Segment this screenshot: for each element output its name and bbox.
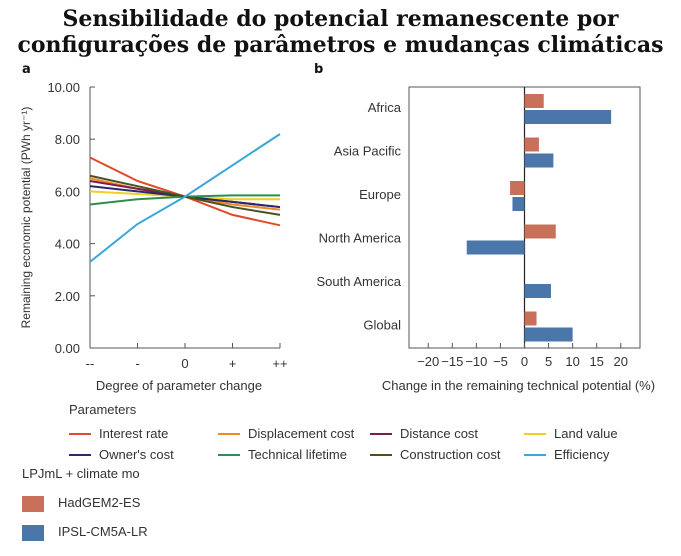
panel-b-x-tick-label: −10	[465, 354, 487, 369]
legend-line-efficiency	[524, 453, 546, 456]
legend-line-interest-rate	[69, 432, 91, 435]
panel-b-category-label: Europe	[359, 187, 401, 202]
legend-line-land-value	[524, 432, 546, 435]
legend-line-distance-cost	[370, 432, 392, 435]
panel-a-x-tick-label: --	[86, 356, 95, 371]
panel-b-x-tick-label: −15	[441, 354, 463, 369]
panel-a-x-tick-label: +	[229, 356, 237, 371]
bar-hadgem2-es-north-america	[524, 224, 556, 239]
panel-b-category-label: North America	[319, 231, 402, 246]
legend-label: Technical lifetime	[248, 447, 347, 462]
legend-label: Interest rate	[99, 426, 169, 441]
series-line-efficiency	[89, 133, 281, 263]
legend-item-hadgem2-es: HadGEM2-ES	[22, 495, 141, 512]
bar-hadgem2-es-global	[524, 311, 537, 326]
series-line-interest-rate	[89, 156, 281, 227]
model-legend-title: LPJmL + climate mo	[22, 466, 140, 481]
panel-a-y-tick-label: 2.00	[55, 289, 80, 304]
legend-label: Construction cost	[400, 447, 501, 462]
legend-item-construction-cost: Construction cost	[370, 447, 500, 463]
parameters-legend-title: Parameters	[69, 402, 137, 417]
bar-ipsl-cm5a-lr-europe	[512, 197, 525, 211]
legend-item-interest-rate: Interest rate	[69, 426, 168, 442]
legend-swatch-ipsl-cm5a-lr	[22, 524, 44, 541]
legend-item-displacement-cost: Displacement cost	[218, 426, 354, 442]
panel-b-x-axis-label: Change in the remaining technical potent…	[382, 378, 655, 393]
panel-b-bar-chart: −20 −15 −10 −5 0 5 10 15 20 Change in the remaini…	[316, 86, 655, 393]
panel-a-y-tick-label: 4.00	[55, 237, 80, 252]
panel-b-x-tick-label: 10	[565, 354, 579, 369]
panel-a-y-tick-label: 6.00	[55, 184, 80, 199]
panel-a-x-axis-label: Degree of parameter change	[96, 378, 262, 393]
legend-item-technical-lifetime: Technical lifetime	[218, 447, 347, 463]
legend-line-displacement-cost	[218, 432, 240, 435]
legend-swatch-hadgem2-es	[22, 495, 44, 512]
panel-a-y-tick-label: 0.00	[55, 341, 80, 356]
bar-hadgem2-es-europe	[510, 181, 525, 195]
panel-b-x-tick-label: 15	[589, 354, 603, 369]
panel-b-x-tick-label: −5	[493, 354, 508, 369]
panel-a-label: a	[22, 62, 31, 77]
legend-item-land-value: Land value	[524, 426, 618, 442]
legend-item-ipsl-cm5a-lr: IPSL-CM5A-LR	[22, 524, 148, 541]
bar-hadgem2-es-africa	[524, 94, 544, 108]
legend-line-technical-lifetime	[218, 453, 240, 456]
legend-item-efficiency: Efficiency	[524, 447, 609, 463]
panel-b-category-label: Global	[363, 318, 401, 333]
panel-a-x-tick-label: ++	[272, 356, 287, 371]
legend-label: Distance cost	[400, 426, 479, 441]
series-line-displacement-cost	[89, 177, 281, 211]
bar-ipsl-cm5a-lr-north-america	[466, 240, 525, 255]
bar-ipsl-cm5a-lr-south-america	[524, 284, 551, 298]
legend-line-construction-cost	[370, 453, 392, 456]
bar-ipsl-cm5a-lr-asia-pacific	[524, 153, 554, 168]
panel-b-x-tick-label: 20	[614, 354, 628, 369]
panel-a-x-tick-label: -	[135, 356, 139, 371]
panel-a-y-axis-label: Remaining economic potential (PWh yr⁻¹)	[19, 107, 33, 329]
panel-b-x-tick-label: 5	[545, 354, 552, 369]
legend-item-distance-cost: Distance cost	[370, 426, 478, 442]
legend-line-owner-s-cost	[69, 453, 91, 456]
chart-title-line-1: Sensibilidade do potencial remanescente …	[62, 6, 619, 32]
legend-label: Land value	[554, 426, 618, 441]
bar-ipsl-cm5a-lr-global	[524, 327, 573, 342]
legend-label: Displacement cost	[248, 426, 355, 441]
legend-label: HadGEM2-ES	[58, 495, 141, 510]
panel-b-label: b	[314, 62, 324, 77]
panel-b-category-label: South America	[316, 274, 401, 289]
panel-b-category-label: Africa	[368, 100, 402, 115]
legend-label: IPSL-CM5A-LR	[58, 524, 148, 539]
legend-item-owner-s-cost: Owner's cost	[69, 447, 174, 463]
panel-b-category-label: Asia Pacific	[334, 144, 402, 159]
panel-b-x-tick-label: −20	[417, 354, 439, 369]
panel-a-y-tick-label: 10.00	[47, 80, 80, 95]
legend-label: Owner's cost	[99, 447, 174, 462]
panel-a-y-tick-label: 8.00	[55, 132, 80, 147]
panel-a-x-tick-label: 0	[181, 356, 188, 371]
panel-b-x-tick-label: 0	[521, 354, 528, 369]
chart-title-line-2: configurações de parâmetros e mudanças c…	[17, 32, 664, 58]
bar-hadgem2-es-asia-pacific	[524, 137, 539, 152]
bar-ipsl-cm5a-lr-africa	[524, 110, 612, 124]
legend-label: Efficiency	[554, 447, 610, 462]
